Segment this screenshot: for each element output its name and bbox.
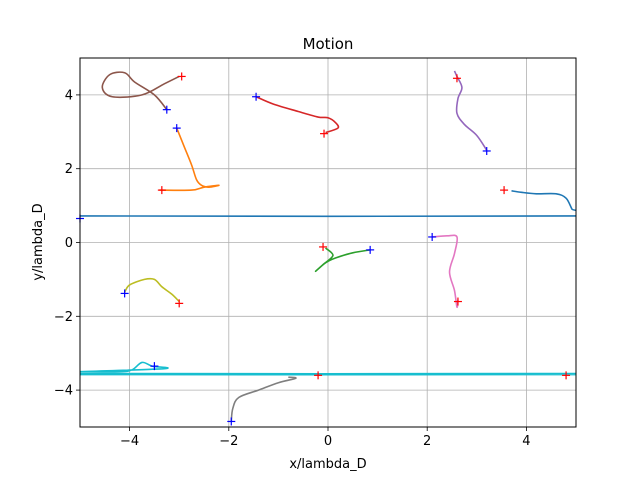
y-tick-label: 0	[65, 236, 73, 251]
start-marker-10	[150, 362, 159, 371]
trajectory-line-10	[80, 361, 576, 376]
end-marker-2	[157, 186, 166, 195]
y-tick-label: 4	[65, 88, 73, 103]
x-axis-label: x/lambda_D	[289, 457, 366, 472]
start-marker-7	[428, 232, 437, 241]
end-marker-4	[320, 129, 329, 138]
trajectory-line-3	[314, 247, 371, 273]
end-marker-10	[562, 371, 571, 380]
trajectory-line-1	[80, 190, 576, 218]
end-marker-3	[319, 242, 328, 251]
trajectory-line-6	[101, 71, 180, 111]
trajectory-line-2	[159, 127, 220, 192]
series-layer	[80, 70, 576, 422]
x-tick-label: 4	[522, 434, 530, 449]
y-tick-label: 2	[65, 162, 73, 177]
trajectory-line-8	[230, 376, 297, 422]
end-marker-5	[452, 74, 461, 83]
y-tick-label: −4	[54, 384, 73, 399]
start-marker-5	[482, 146, 491, 155]
trajectory-line-7	[432, 234, 459, 309]
end-marker-6	[177, 72, 186, 81]
trajectory-line-4	[255, 96, 340, 134]
y-axis-label: y/lambda_D	[31, 203, 46, 280]
end-marker-7	[453, 297, 462, 306]
start-marker-9	[120, 289, 129, 298]
x-tick-label: −2	[219, 434, 238, 449]
trajectory-line-9	[123, 277, 180, 303]
end-marker-9	[175, 299, 184, 308]
ticks: −4 −2 0 2 4 −4 −2 0 2 4	[54, 88, 531, 449]
end-marker-8	[314, 371, 323, 380]
start-marker-4	[252, 92, 261, 101]
y-tick-label: −2	[54, 310, 73, 325]
start-marker-3	[366, 245, 375, 254]
x-tick-label: −4	[120, 434, 139, 449]
start-marker-8	[227, 417, 236, 426]
start-marker-2	[172, 124, 181, 133]
start-marker-6	[162, 105, 171, 114]
end-marker-1	[500, 186, 509, 195]
x-tick-label: 0	[324, 434, 332, 449]
chart-title: Motion	[303, 35, 354, 53]
grid-lines	[80, 58, 576, 427]
x-tick-label: 2	[423, 434, 431, 449]
